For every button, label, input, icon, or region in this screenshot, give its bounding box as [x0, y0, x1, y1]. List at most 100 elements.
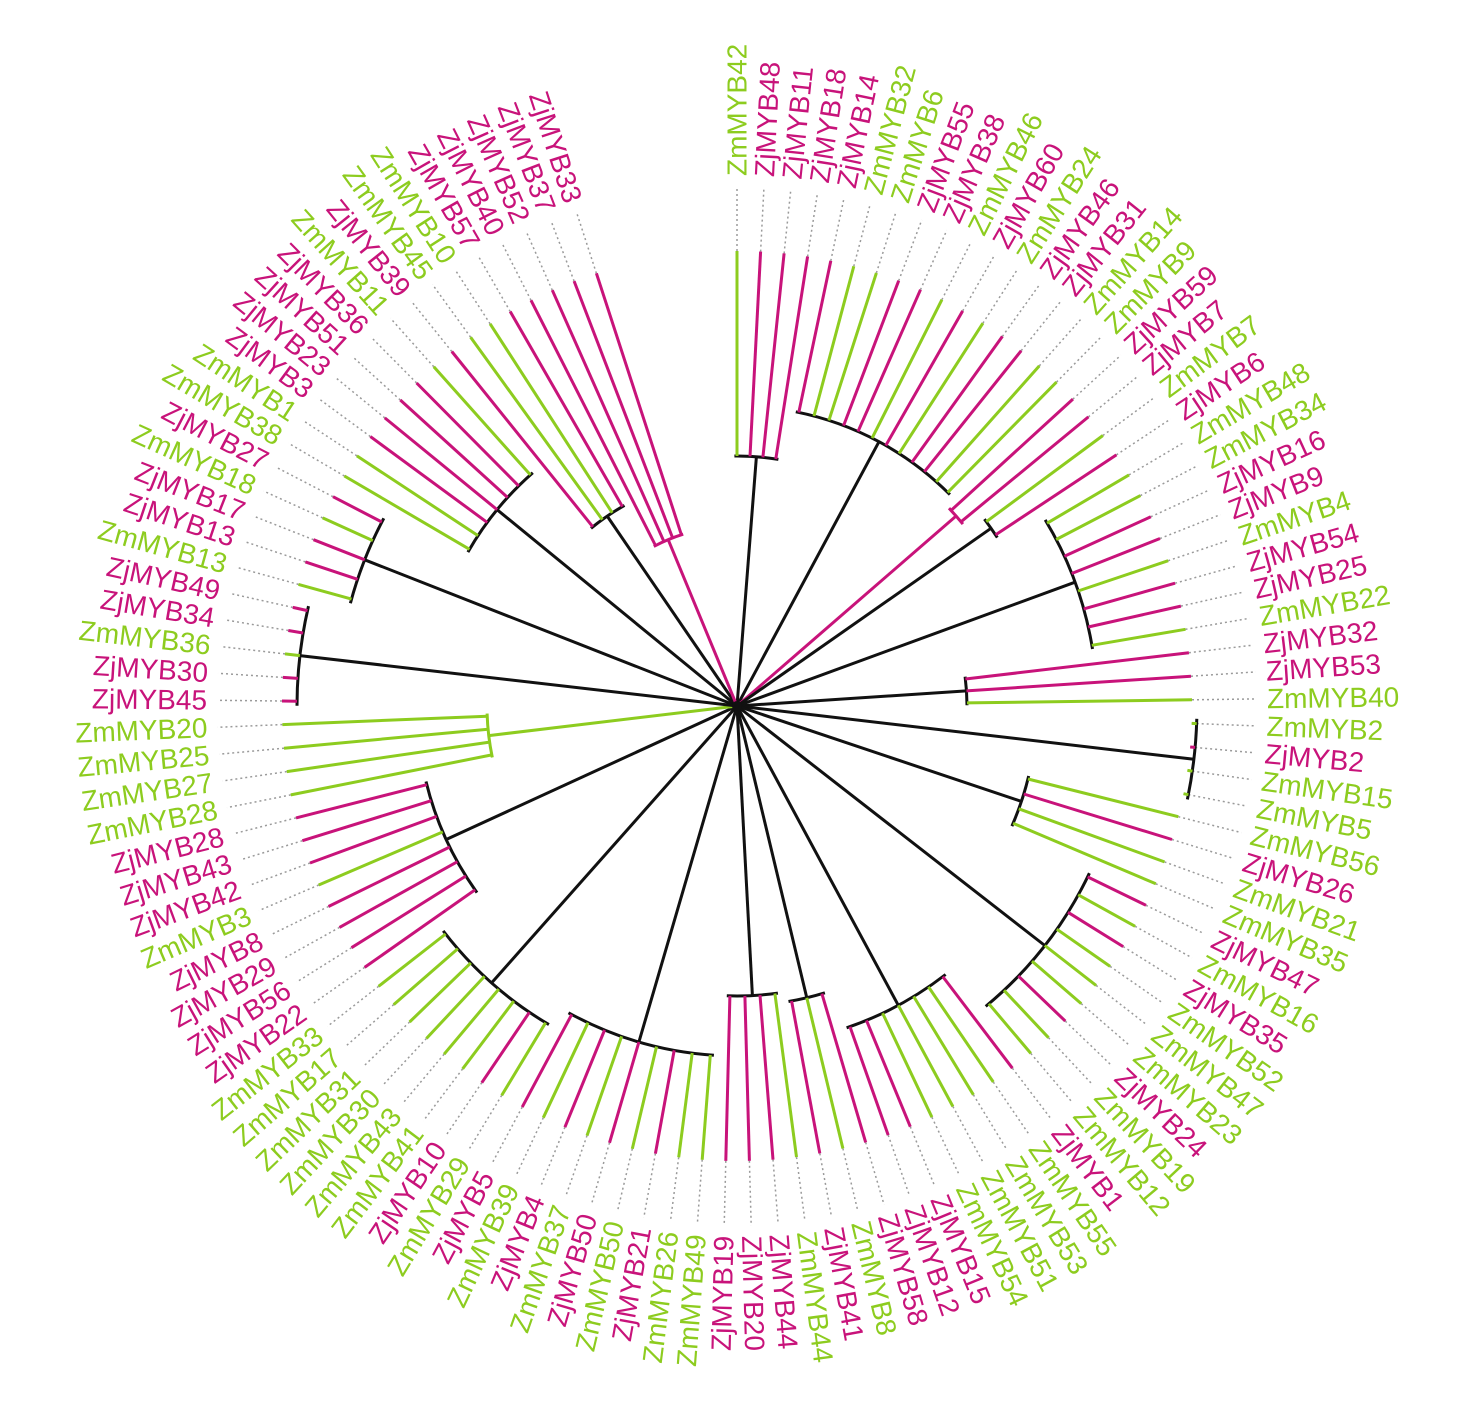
leaf-connector — [1095, 984, 1148, 1026]
leaf-connector — [490, 1106, 523, 1165]
leaf-connector — [1080, 1003, 1131, 1047]
leaf-branch — [881, 1012, 934, 1118]
leaf-branch — [369, 435, 489, 524]
leaf-branch — [790, 1000, 822, 1154]
leaf-connector — [1178, 815, 1242, 834]
clade-stem — [299, 654, 738, 708]
leaf-connector — [229, 592, 293, 609]
leaf-branch — [1187, 768, 1193, 773]
leaf-connector — [217, 672, 283, 679]
clade-arc — [653, 532, 684, 548]
leaf-branch — [343, 474, 471, 551]
leaf-branch — [870, 299, 944, 439]
leaf-connector — [226, 794, 291, 809]
leaf-branch — [677, 1052, 694, 1158]
leaf-branch — [1067, 911, 1124, 948]
leaf-connector — [269, 905, 329, 936]
leaf-connector — [1183, 792, 1248, 807]
leaf-connector — [723, 1160, 727, 1226]
clade-stem — [735, 456, 758, 707]
leaf-branch — [1063, 515, 1152, 558]
leaf-connector — [500, 242, 532, 301]
leaf-branch — [630, 1046, 658, 1150]
leaf-branch — [432, 365, 532, 476]
leaf-branch — [724, 995, 732, 1161]
leaf-branch — [1055, 494, 1142, 541]
leaf-connector — [1190, 671, 1256, 677]
leaf-branch — [1071, 537, 1161, 575]
leaf-connector — [1140, 464, 1199, 497]
branch-layer — [281, 251, 1199, 1161]
leaf-branch — [363, 888, 476, 969]
leaf-branch — [408, 961, 472, 1024]
leaf-connector — [992, 1081, 1031, 1137]
leaf-branch — [743, 995, 751, 1161]
leaf-connector — [1191, 722, 1257, 727]
clade-stem — [736, 704, 1022, 803]
clade-arc — [846, 973, 947, 1030]
leaf-connector — [1171, 838, 1235, 860]
leaf-connector — [616, 1148, 634, 1213]
leaf-branch — [897, 322, 985, 455]
clade-arc — [1043, 519, 1094, 650]
leaf-connector — [1038, 316, 1084, 367]
leaf-connector — [819, 1153, 833, 1218]
clade-arc — [734, 454, 779, 461]
leaf-branch — [608, 1041, 641, 1144]
clade-arc — [295, 605, 310, 706]
leaf-connector — [748, 1160, 752, 1226]
clade-arc — [1185, 718, 1199, 800]
leaf-label: ZmMYB42 — [722, 44, 753, 176]
leaf-branch — [774, 256, 810, 460]
leaf-branch — [812, 265, 856, 417]
clade-arc — [795, 410, 951, 496]
leaf-connector — [1150, 489, 1211, 518]
leaf-branch — [1018, 807, 1166, 864]
leaf-branch — [399, 398, 509, 499]
leaf-branch — [585, 1035, 624, 1137]
clade-stem — [496, 508, 738, 708]
leaf-connector — [972, 1094, 1008, 1151]
leaf-connector — [982, 268, 1019, 324]
leaf-connector — [263, 490, 324, 519]
leaf-connector — [389, 317, 435, 368]
leaf-branch — [563, 1029, 606, 1128]
leaf-connector — [1122, 945, 1179, 982]
clade-stem — [735, 705, 900, 1007]
leaf-connector — [1167, 539, 1231, 562]
leaf-branch — [312, 538, 366, 562]
leaf-branch — [356, 454, 479, 537]
leaf-connector — [274, 466, 334, 498]
leaf-branch — [1002, 989, 1050, 1039]
clade-stem — [364, 558, 738, 708]
clade-arc — [1010, 775, 1031, 827]
clade-stem — [736, 527, 992, 708]
leaf-connector — [590, 1142, 611, 1206]
clade-stem — [488, 704, 738, 738]
leaf-connector — [431, 284, 472, 338]
leaf-connector — [783, 188, 792, 254]
leaf-branch — [550, 289, 666, 543]
clade-stem — [605, 515, 739, 707]
leaf-connector — [564, 1135, 588, 1198]
leaf-branch — [284, 652, 301, 658]
leaf-connector — [216, 699, 283, 702]
leaf-branch — [529, 299, 657, 547]
leaf-connector — [444, 1082, 483, 1137]
leaf-branch — [946, 381, 1058, 494]
leaf-branch — [797, 260, 833, 413]
leaf-branch — [304, 560, 359, 581]
leaf-branch — [500, 1021, 547, 1097]
leaf-connector — [1115, 418, 1172, 456]
leaf-branch — [884, 310, 965, 447]
leaf-connector — [1180, 591, 1245, 607]
leaf-branch — [758, 994, 775, 1160]
leaf-branch — [461, 1000, 515, 1070]
leaf-branch — [1027, 777, 1179, 819]
leaf-branch — [1086, 875, 1147, 907]
leaf-connector — [477, 254, 511, 312]
clade-arc — [726, 991, 779, 998]
leaf-label: ZjMYB20 — [736, 1235, 770, 1351]
leaf-connector — [952, 1106, 985, 1165]
